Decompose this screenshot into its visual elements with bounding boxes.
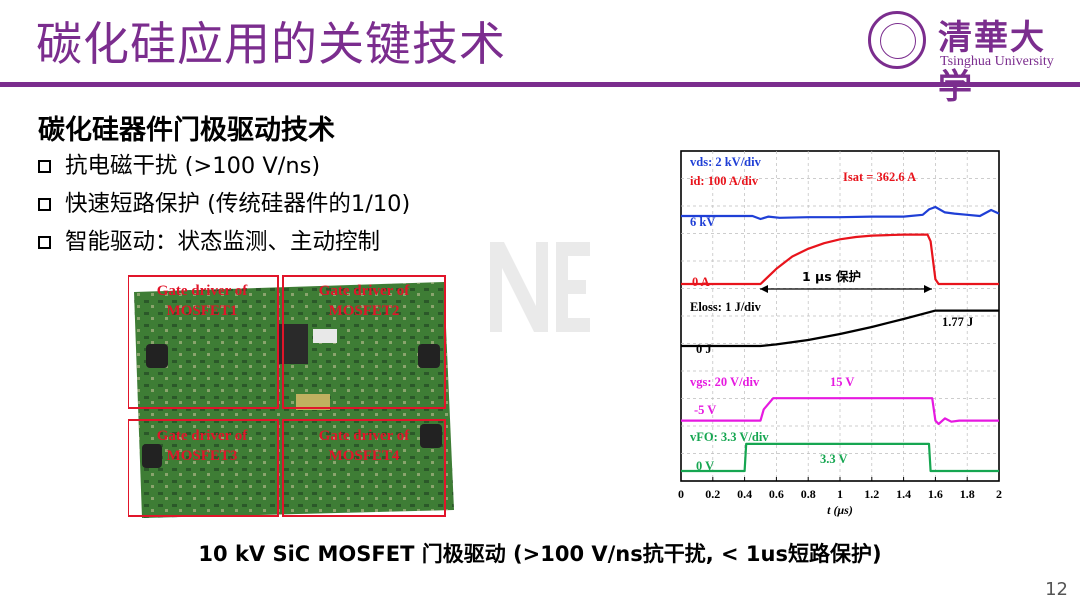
bullet-text: 快速短路保护 (传统硅器件的1/10) — [65, 191, 411, 217]
gate-driver-label-4-line1: Gate driver of — [319, 428, 411, 444]
chart-gridlines — [681, 151, 999, 481]
gate-driver-label-2-line1: Gate driver of — [319, 283, 411, 299]
gate-driver-label-3-line2: MOSFET3 — [167, 448, 238, 464]
title-rule — [0, 82, 1080, 87]
page-number: 12 — [1045, 579, 1068, 600]
x-tick-label: 0 — [678, 487, 684, 501]
gate-driver-label-1-line2: MOSFET1 — [167, 303, 238, 319]
bullet-text: 抗电磁干扰 (>100 V/ns) — [65, 153, 321, 179]
vgs-scale-label: vgs: 20 V/div — [690, 375, 760, 389]
vds-trace — [681, 205, 1000, 221]
x-tick-label: 0.4 — [737, 487, 752, 501]
x-tick-label: 1.4 — [896, 487, 911, 501]
vds-level-label: 6 kV — [690, 215, 715, 229]
x-tick-label: 0.2 — [705, 487, 720, 501]
vds-scale-label: vds: 2 kV/div — [690, 155, 762, 169]
slide-title: 碳化硅应用的关键技术 — [36, 17, 506, 71]
checkbox-bullet-icon — [38, 160, 51, 173]
checkbox-bullet-icon — [38, 198, 51, 211]
short-circuit-waveform-chart: vds: 2 kV/div id: 100 A/div Isat = 362.6… — [678, 150, 1002, 517]
protection-arrow-left-icon — [760, 285, 768, 293]
vgs-low-label: -5 V — [694, 403, 716, 417]
x-tick-label: 1.6 — [928, 487, 943, 501]
bullet-item: 智能驱动：状态监测、主动控制 — [38, 226, 410, 264]
gate-driver-label-4-line2: MOSFET4 — [329, 448, 400, 464]
x-tick-label: 2 — [996, 487, 1002, 501]
vfo-scale-label: vFO: 3.3 V/div — [690, 430, 769, 444]
protection-arrow-right-icon — [924, 285, 932, 293]
x-tick-label: 1.8 — [960, 487, 975, 501]
eloss-trace — [681, 309, 999, 348]
watermark-logo-icon — [490, 242, 590, 332]
university-name-en: Tsinghua University — [940, 54, 1054, 69]
x-tick-label: 1.2 — [864, 487, 879, 501]
gate-driver-board-photo: Gate driver of MOSFET1 Gate driver of MO… — [128, 275, 454, 518]
eloss-scale-label: Eloss: 1 J/div — [690, 300, 762, 314]
gate-driver-label-1-line1: Gate driver of — [157, 283, 249, 299]
section-subtitle: 碳化硅器件门极驱动技术 — [38, 115, 335, 146]
id-trace — [681, 233, 999, 286]
vgs-high-label: 15 V — [830, 375, 854, 389]
bullet-list: 抗电磁干扰 (>100 V/ns) 快速短路保护 (传统硅器件的1/10) 智能… — [38, 150, 410, 264]
eloss-final-label: 1.77 J — [942, 315, 973, 329]
x-tick-label: 0.6 — [769, 487, 784, 501]
university-name-cn: 清華大学 — [938, 18, 1046, 107]
vfo-high-label: 3.3 V — [820, 452, 848, 466]
x-axis-label: t (μs) — [827, 503, 853, 517]
gate-driver-label-3-line1: Gate driver of — [157, 428, 249, 444]
id-level-label: 0 A — [692, 275, 710, 289]
figure-caption: 10 kV SiC MOSFET 门极驱动 (>100 V/ns抗干扰, < 1… — [198, 542, 882, 566]
checkbox-bullet-icon — [38, 236, 51, 249]
bullet-item: 抗电磁干扰 (>100 V/ns) — [38, 150, 410, 188]
university-logo: 清華大学 Tsinghua University — [864, 8, 1070, 107]
eloss-level-label: 0 J — [696, 342, 712, 356]
vfo-low-label: 0 V — [696, 459, 714, 473]
vfo-trace — [681, 442, 999, 473]
vgs-trace — [681, 397, 999, 426]
bullet-item: 快速短路保护 (传统硅器件的1/10) — [38, 188, 410, 226]
id-scale-label: id: 100 A/div — [690, 174, 759, 188]
gate-driver-label-2-line2: MOSFET2 — [329, 303, 400, 319]
protection-time-label: 1 μs 保护 — [802, 269, 861, 284]
x-tick-label: 0.8 — [801, 487, 816, 501]
isat-annotation: Isat = 362.6 A — [843, 170, 916, 184]
chart-traces — [681, 205, 1000, 473]
x-tick-label: 1 — [837, 487, 843, 501]
university-seal-icon — [868, 11, 926, 69]
bullet-text: 智能驱动：状态监测、主动控制 — [65, 229, 381, 255]
x-axis-ticks: 0 0.2 0.4 0.6 0.8 1 1.2 1.4 1.6 1.8 2 — [678, 477, 1002, 501]
